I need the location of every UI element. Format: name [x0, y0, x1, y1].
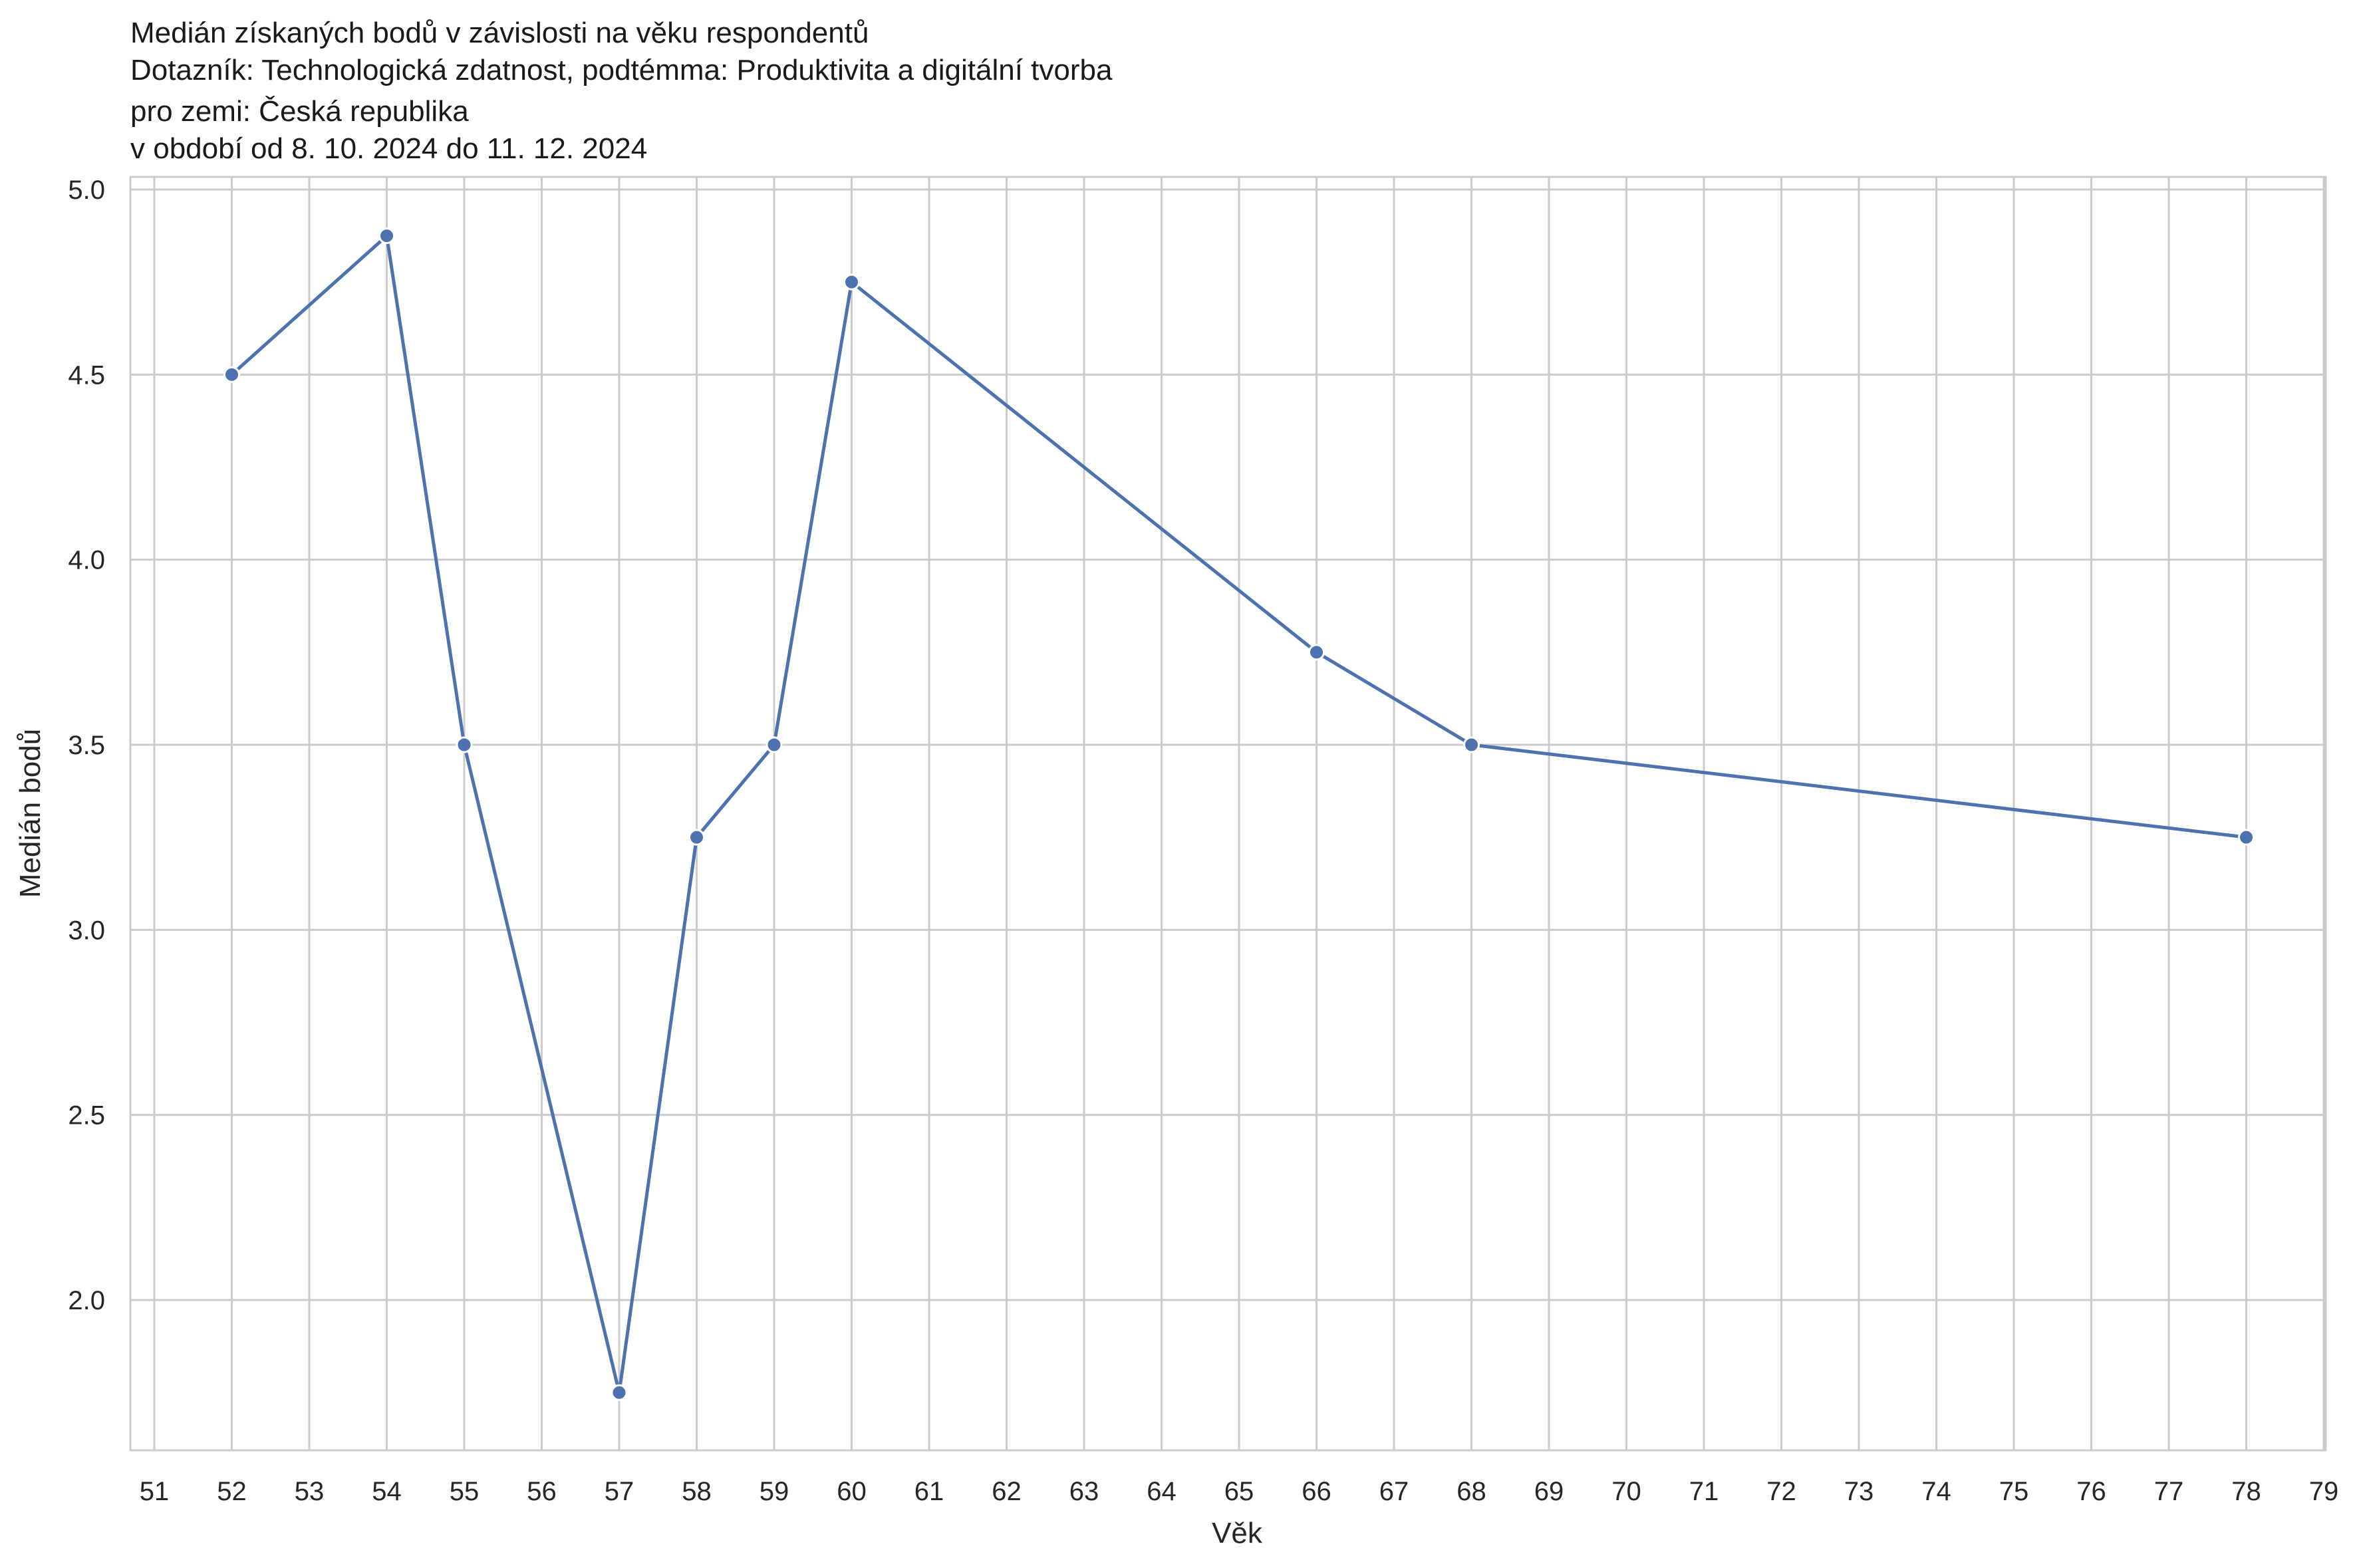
- x-tick-label: 66: [1302, 1477, 1331, 1506]
- series-line: [230, 234, 2248, 1394]
- x-tick-label: 75: [1999, 1477, 2029, 1506]
- x-tick-label: 70: [1611, 1477, 1641, 1506]
- series-layer: [223, 227, 2255, 1401]
- data-point: [611, 1384, 628, 1401]
- data-point: [378, 227, 395, 245]
- x-tick-label: 76: [2076, 1477, 2106, 1506]
- x-tick-label: 60: [837, 1477, 867, 1506]
- x-tick-label: 64: [1147, 1477, 1177, 1506]
- data-point: [1308, 644, 1325, 661]
- x-tick-label: 51: [140, 1477, 170, 1506]
- x-tick-label: 58: [682, 1477, 712, 1506]
- data-point: [2238, 829, 2255, 846]
- grid: [130, 177, 2326, 1450]
- data-point: [765, 736, 783, 753]
- chart-title-line-4: v období od 8. 10. 2024 do 11. 12. 2024: [130, 132, 647, 165]
- chart-title-line-1: Medián získaných bodů v závislosti na vě…: [130, 17, 869, 49]
- x-axis-label: Věk: [1212, 1517, 1263, 1549]
- tick-labels: 51 52 53 54 55 56 57 58 59 60 61 62 63 64 65 66 67 68 69 70…: [68, 176, 2338, 1506]
- x-tick-label: 56: [527, 1477, 557, 1506]
- x-tick-label: 69: [1534, 1477, 1564, 1506]
- data-point: [843, 273, 860, 291]
- y-tick-label: 2.5: [68, 1101, 105, 1130]
- x-tick-label: 57: [605, 1477, 634, 1506]
- x-tick-label: 67: [1379, 1477, 1409, 1506]
- y-tick-label: 5.0: [68, 176, 105, 205]
- y-tick-label: 4.0: [68, 546, 105, 575]
- data-point: [456, 736, 473, 753]
- chart-title: Medián získaných bodů v závislosti na vě…: [130, 17, 1113, 165]
- x-tick-label: 52: [217, 1477, 247, 1506]
- data-point: [688, 829, 705, 846]
- data-point: [223, 366, 240, 383]
- x-tick-label: 71: [1689, 1477, 1719, 1506]
- x-tick-label: 73: [1844, 1477, 1874, 1506]
- x-tick-label: 59: [760, 1477, 789, 1506]
- x-tick-label: 74: [1921, 1477, 1951, 1506]
- data-point: [1463, 736, 1480, 753]
- x-tick-label: 63: [1069, 1477, 1099, 1506]
- y-tick-label: 4.5: [68, 360, 105, 390]
- chart-title-line-3: pro zemi: Česká republika: [130, 94, 469, 128]
- x-tick-label: 78: [2231, 1477, 2261, 1506]
- x-tick-label: 68: [1457, 1477, 1486, 1506]
- y-tick-label: 2.0: [68, 1286, 105, 1315]
- plot-area-frame: [129, 176, 2327, 1452]
- chart-title-line-2: Dotazník: Technologická zdatnost, podtém…: [130, 54, 1113, 86]
- x-tick-label: 61: [914, 1477, 944, 1506]
- y-tick-label: 3.0: [68, 916, 105, 945]
- x-tick-label: 79: [2309, 1477, 2339, 1506]
- y-axis-label: Medián bodů: [14, 729, 47, 898]
- x-tick-label: 54: [372, 1477, 402, 1506]
- y-tick-label: 3.5: [68, 731, 105, 760]
- x-tick-label: 65: [1224, 1477, 1254, 1506]
- x-tick-label: 72: [1766, 1477, 1796, 1506]
- x-tick-label: 55: [450, 1477, 480, 1506]
- x-tick-label: 62: [992, 1477, 1022, 1506]
- x-tick-label: 77: [2154, 1477, 2184, 1506]
- x-tick-label: 53: [295, 1477, 325, 1506]
